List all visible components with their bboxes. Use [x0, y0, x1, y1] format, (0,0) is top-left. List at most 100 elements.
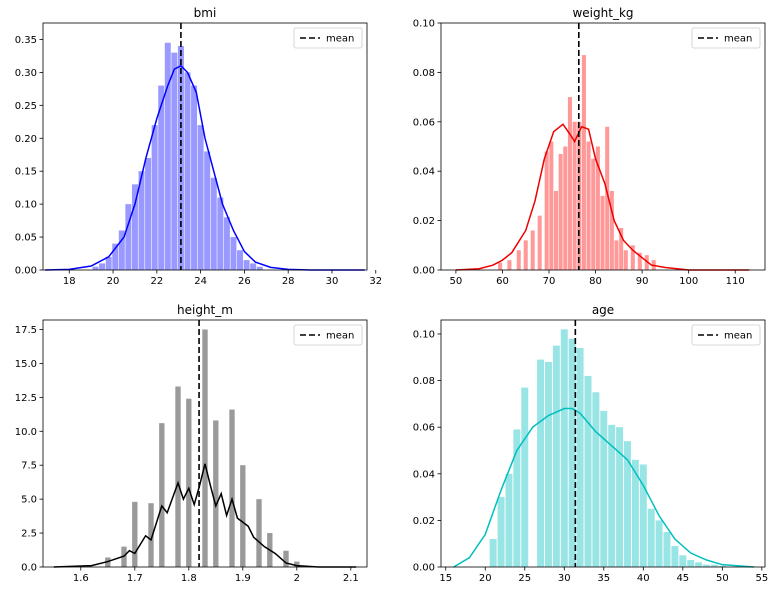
y-tick-label: 0.35 — [15, 35, 37, 46]
histogram-bar — [537, 359, 545, 567]
y-tick-label: 5.0 — [21, 495, 37, 506]
histogram-bar — [204, 151, 211, 270]
x-tick-label: 110 — [726, 276, 745, 287]
histogram-bar — [223, 217, 230, 270]
x-tick-label: 70 — [543, 276, 556, 287]
y-tick-label: 15.0 — [15, 359, 37, 370]
histogram-bar — [210, 177, 217, 270]
histogram-bar — [92, 266, 99, 270]
histogram-bar — [644, 255, 649, 270]
histogram-bar — [679, 555, 687, 567]
histogram-bar — [489, 539, 497, 567]
y-tick-label: 0.04 — [413, 469, 435, 480]
histogram-bar — [581, 55, 586, 270]
histogram-bar — [710, 564, 718, 567]
histogram-bar — [505, 473, 513, 567]
histogram-bar — [118, 230, 125, 270]
histogram-bar — [159, 423, 165, 567]
histogram-bar — [256, 499, 262, 567]
histogram-bar — [605, 126, 610, 271]
x-tick-label: 28 — [282, 276, 295, 287]
histogram-bar — [131, 184, 138, 270]
histogram-bar — [576, 347, 584, 567]
histogram-bar — [283, 550, 289, 567]
histogram-bar — [148, 503, 154, 567]
histogram-bar — [584, 375, 592, 567]
kde-line — [453, 407, 754, 568]
histogram-bar — [513, 429, 521, 567]
bmi-panel: 18 20 22 24 26 28 30 32 0.00 0.05 0.10 0.15 0.20 0.25… — [15, 6, 382, 287]
x-tick-label: 55 — [755, 573, 768, 584]
axes-frame — [440, 319, 766, 568]
y-tick-label: 12.5 — [15, 393, 37, 404]
kde-line — [53, 463, 357, 568]
chart-title: weight_kg — [572, 6, 633, 20]
legend-label: mean — [724, 34, 752, 45]
histogram-bar — [631, 459, 639, 567]
histogram-bar — [568, 338, 576, 567]
legend-label: mean — [326, 331, 354, 342]
y-tick-label: 0.20 — [15, 134, 37, 145]
legend-label: mean — [326, 34, 354, 45]
x-tick-label: 80 — [589, 276, 602, 287]
y-tick-label: 0.06 — [413, 117, 435, 128]
legend: mean — [293, 324, 363, 346]
histogram-bar — [619, 228, 624, 270]
histogram-bar — [552, 345, 560, 567]
y-tick-label: 2.5 — [21, 529, 37, 540]
y-tick-label: 0.10 — [413, 329, 435, 340]
x-tick-label: 20 — [479, 573, 492, 584]
y-tick-label: 0.04 — [413, 167, 435, 178]
histogram-bar — [202, 329, 208, 567]
histogram-bar — [544, 151, 549, 270]
histogram-bar — [175, 386, 181, 567]
x-tick-label: 45 — [676, 573, 689, 584]
histogram-bar — [171, 52, 178, 270]
legend: mean — [293, 27, 363, 49]
histogram-bar — [250, 263, 257, 270]
chart-title: bmi — [194, 6, 217, 20]
histogram-bar — [647, 508, 655, 567]
histogram-bar — [158, 85, 165, 270]
legend: mean — [691, 324, 761, 346]
histogram-bar — [637, 252, 642, 270]
histogram-bar — [507, 260, 512, 270]
histogram-bar — [630, 245, 635, 270]
x-tick-label: 25 — [518, 573, 531, 584]
histogram-bar — [237, 250, 244, 270]
height-m-panel: 1.6 1.7 1.8 1.9 2 2.1 0.0 2.5 5.0 7.5 10.0 12.5 15.0… — [15, 303, 368, 584]
histogram-bar — [623, 250, 628, 270]
histogram-bar — [138, 171, 145, 270]
histogram-bar — [112, 243, 119, 270]
histogram-bar — [294, 561, 300, 567]
histogram-bar — [256, 266, 263, 270]
histogram-bar — [213, 420, 219, 567]
weight-kg-panel: 50 60 70 80 90 100 110 0.00 0.02 0.04 0.06 0.08 0.10… — [413, 6, 766, 287]
chart-title: height_m — [177, 303, 233, 317]
histogram-bar — [572, 121, 577, 270]
legend: mean — [691, 27, 761, 49]
histogram-bar — [186, 398, 192, 567]
histogram-bar — [718, 565, 726, 567]
legend-label: mean — [724, 331, 752, 342]
kde-line — [45, 64, 365, 271]
histogram-bar — [595, 146, 600, 270]
x-tick-label: 18 — [63, 276, 76, 287]
histogram-bar — [151, 125, 158, 270]
x-tick-label: 50 — [450, 276, 463, 287]
y-tick-label: 0.00 — [413, 563, 435, 574]
histogram-bar — [600, 195, 605, 270]
histogram-bar — [523, 240, 528, 270]
histogram-bar — [229, 409, 235, 567]
histogram-bar — [671, 546, 679, 567]
x-tick-label: 40 — [637, 573, 650, 584]
histogram-bar — [687, 560, 695, 567]
chart-title: age — [592, 303, 614, 317]
legend-box — [293, 27, 363, 49]
histogram-bar — [240, 465, 246, 567]
x-tick-label: 26 — [238, 276, 251, 287]
histogram-bar — [558, 153, 563, 270]
histogram-bar — [544, 361, 552, 567]
histogram-bar — [591, 158, 596, 270]
x-tick-label: 1.9 — [235, 573, 251, 584]
